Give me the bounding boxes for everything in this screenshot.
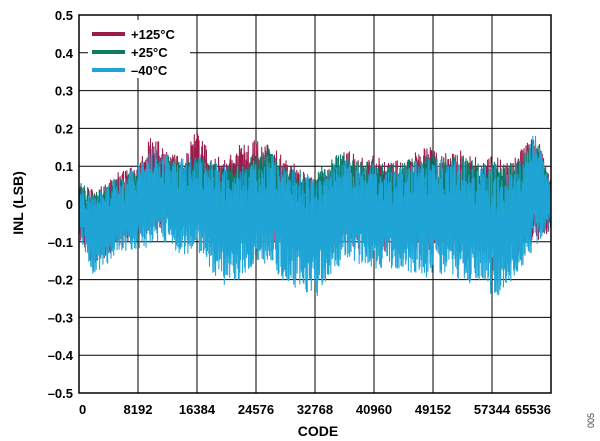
y-tick-label: 0.5 xyxy=(55,8,73,23)
y-axis-title: INL (LSB) xyxy=(10,171,26,235)
y-tick-label: 0.4 xyxy=(55,46,74,61)
x-tick-label: 57344 xyxy=(474,402,511,417)
y-tick-label: –0.1 xyxy=(48,235,73,250)
x-tick-label: 0 xyxy=(79,402,86,417)
x-tick-label: 16384 xyxy=(179,402,216,417)
y-tick-label: –0.3 xyxy=(48,310,73,325)
x-tick-label: 24576 xyxy=(238,402,274,417)
legend-label: –40°C xyxy=(131,63,168,78)
y-tick-labels: 0.5 0.4 0.3 0.2 0.1 0 –0.1 –0.2 –0.3 –0.4 –0.5 xyxy=(48,8,74,401)
x-tick-label: 40960 xyxy=(356,402,392,417)
y-tick-label: –0.5 xyxy=(48,386,73,401)
y-tick-label: –0.2 xyxy=(48,273,73,288)
legend-label: +125°C xyxy=(131,27,175,42)
plot-area-border xyxy=(78,14,552,394)
y-tick-label: 0.3 xyxy=(55,84,73,99)
y-tick-label: –0.4 xyxy=(48,348,74,363)
y-tick-label: 0.2 xyxy=(55,121,73,136)
x-tick-label: 49152 xyxy=(415,402,451,417)
x-axis-title: CODE xyxy=(298,423,338,439)
y-tick-label: 0 xyxy=(66,197,73,212)
legend-label: +25°C xyxy=(131,45,168,60)
x-tick-labels: 0 8192 16384 24576 32768 40960 49152 57344 65536 xyxy=(79,402,551,417)
figure-id: 005 xyxy=(586,413,596,428)
x-tick-label: 32768 xyxy=(297,402,333,417)
series-line-3 xyxy=(78,135,552,297)
series-traces xyxy=(78,133,552,297)
legend: +125°C +25°C –40°C xyxy=(92,27,175,78)
x-tick-label: 8192 xyxy=(124,402,153,417)
y-tick-label: 0.1 xyxy=(55,159,73,174)
x-tick-label: 65536 xyxy=(515,402,551,417)
